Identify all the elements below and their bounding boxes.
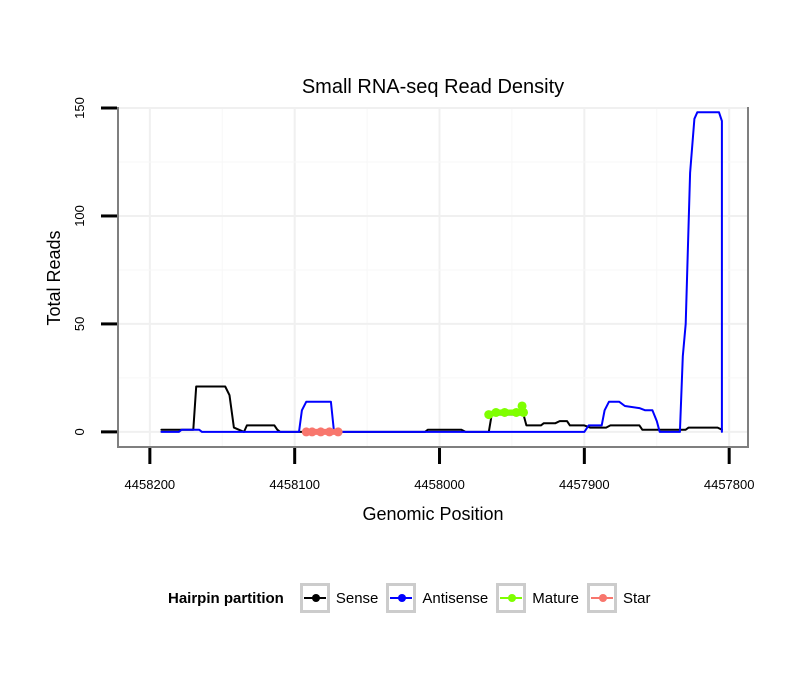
x-tick-label: 4458100 [269,477,320,492]
data-point-star [307,427,317,437]
data-point-mature [500,407,510,417]
x-axis-label: Genomic Position [362,504,503,524]
x-tick-label: 4457800 [704,477,755,492]
y-tick-label: 50 [72,317,87,331]
legend-key-sense [299,583,330,613]
y-tick-label: 150 [72,97,87,119]
y-axis: 0 50 100 150 [72,97,117,436]
x-tick-label: 4457900 [559,477,610,492]
data-point-star [324,427,334,437]
legend: Hairpin partition Sense Antisense Mature… [168,578,728,618]
plot-panel [117,107,749,448]
legend-item-antisense: Antisense [386,583,488,613]
data-point-mature [511,407,521,417]
data-point-mature [517,401,527,411]
legend-item-star: Star [586,583,651,613]
legend-key-star [586,583,617,613]
legend-title: Hairpin partition [168,589,284,607]
legend-label-star: Star [622,589,651,607]
y-tick-label: 100 [72,205,87,227]
x-axis: 4458200 4458100 4458000 4457900 4457800 [125,448,755,492]
x-tick-label: 4458000 [414,477,465,492]
y-axis-label: Total Reads [44,230,64,325]
legend-label-sense: Sense [335,589,379,607]
data-point-star [316,427,326,437]
y-tick-label: 0 [72,428,87,435]
legend-label-mature: Mature [532,589,579,607]
legend-key-antisense [386,583,417,613]
chart-title: Small RNA-seq Read Density [302,76,564,98]
data-point-mature [491,407,501,417]
legend-label-antisense: Antisense [422,589,489,607]
x-tick-label: 4458200 [125,477,176,492]
legend-item-sense: Sense [299,583,379,613]
legend-item-mature: Mature [496,583,579,613]
grid-lines [119,107,747,446]
legend-key-mature [496,583,527,613]
series-star [301,427,343,437]
series-line-antisense [160,111,723,433]
data-point-mature [484,410,494,420]
data-point-star [333,427,343,437]
series-mature [484,401,529,420]
series-antisense [160,111,723,433]
series-layer [160,111,723,437]
